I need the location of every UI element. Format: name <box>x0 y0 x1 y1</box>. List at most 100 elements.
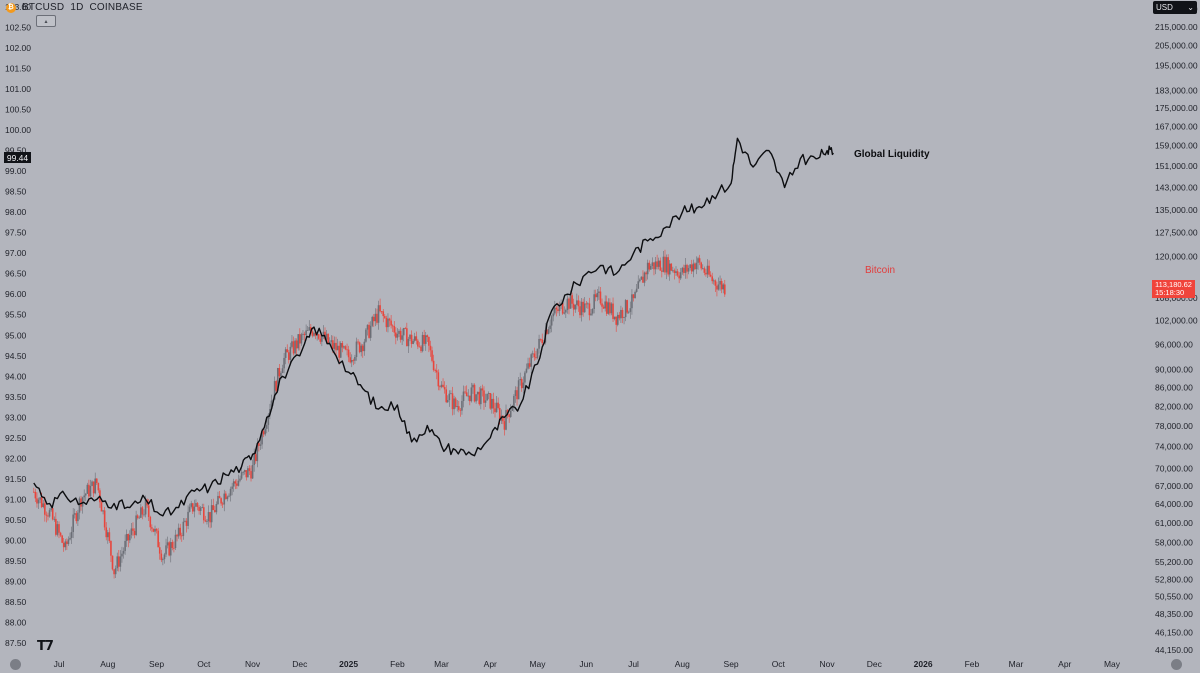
candle-body <box>717 284 720 290</box>
candle-body <box>426 335 429 337</box>
right-tick-label: 175,000.00 <box>1155 103 1198 113</box>
candle-body <box>64 541 67 548</box>
candle-body <box>690 264 693 272</box>
candle-body <box>424 335 427 344</box>
right-tick-label: 195,000.00 <box>1155 60 1198 70</box>
candle-body <box>429 345 432 351</box>
price-badge-price: 113,180.62 <box>1155 279 1192 289</box>
candle-body <box>607 302 610 314</box>
right-tick-label: 58,000.00 <box>1155 538 1193 548</box>
candle-body <box>369 325 372 338</box>
candle-body <box>442 384 444 388</box>
candle-body <box>380 311 383 313</box>
candle-body <box>247 468 249 478</box>
currency-selector[interactable]: USD ⌄ <box>1153 1 1197 14</box>
candle-body <box>692 263 695 272</box>
right-tick-label: 143,000.00 <box>1155 182 1198 192</box>
time-tick-label: Feb <box>965 659 980 669</box>
candle-body <box>582 301 584 313</box>
candle-body <box>439 386 441 388</box>
settings-dot-left[interactable] <box>10 659 21 670</box>
right-tick-label: 96,000.00 <box>1155 339 1193 349</box>
candle-body <box>132 528 134 531</box>
time-tick-label: Jul <box>628 659 639 669</box>
candle-body <box>457 406 460 410</box>
candle-body <box>114 568 117 575</box>
candle-body <box>470 387 473 402</box>
candle-body <box>396 333 399 338</box>
right-tick-label: 205,000.00 <box>1155 41 1198 51</box>
time-tick-label: Aug <box>100 659 115 669</box>
candle-body <box>173 547 175 549</box>
candle-body <box>585 303 588 305</box>
candle-body <box>413 336 416 341</box>
candle-body <box>418 346 421 348</box>
candle-body <box>531 353 534 355</box>
exchange-label: COINBASE <box>89 2 143 13</box>
candle-body <box>374 313 377 322</box>
candle-body <box>550 316 553 326</box>
candle-body <box>143 514 145 516</box>
time-tick-label: 2025 <box>339 659 358 669</box>
candle-body <box>546 329 548 334</box>
candle-body <box>651 262 654 266</box>
candle-body <box>587 303 589 305</box>
candle-body <box>56 524 59 535</box>
candle-body <box>535 357 537 359</box>
left-tick-label: 96.50 <box>5 269 27 279</box>
right-tick-label: 127,500.00 <box>1155 228 1198 238</box>
candle-body <box>289 346 292 360</box>
candle-body <box>110 540 112 556</box>
candle-body <box>53 518 56 520</box>
candle-body <box>410 334 413 344</box>
candle-body <box>209 512 211 523</box>
candle-body <box>223 493 226 505</box>
candle-body <box>300 334 303 344</box>
candle-body <box>659 260 662 271</box>
candle-body <box>158 547 161 554</box>
candle-body <box>569 295 572 309</box>
candle-body <box>328 341 331 343</box>
time-tick-label: Apr <box>484 659 497 669</box>
candle-body <box>313 332 315 336</box>
candle-body <box>343 346 345 348</box>
candle-body <box>667 257 669 275</box>
candle-body <box>401 335 403 340</box>
settings-dot-right[interactable] <box>1171 659 1182 670</box>
right-axis: 225,000.00215,000.00205,000.00195,000.00… <box>1155 4 1198 655</box>
symbol-header[interactable]: ₿ BTCUSD 1D COINBASE <box>6 2 143 13</box>
collapse-legend-button[interactable]: ▴ <box>36 15 56 27</box>
candle-body <box>541 339 544 344</box>
candle-body <box>45 514 48 516</box>
candle-body <box>631 294 633 309</box>
candle-body <box>283 357 285 369</box>
candle-body <box>203 507 205 521</box>
candle-body <box>459 409 462 411</box>
candle-body <box>639 279 641 282</box>
candle-body <box>522 382 525 389</box>
right-tick-label: 215,000.00 <box>1155 22 1198 32</box>
candle-body <box>297 334 300 349</box>
candle-body <box>258 443 260 446</box>
candle-body <box>431 350 433 361</box>
candle-body <box>245 470 248 478</box>
candle-body <box>598 291 600 293</box>
symbol-label: BTCUSD <box>22 2 65 13</box>
tradingview-logo[interactable]: T7 <box>37 639 54 654</box>
candle-body <box>676 271 679 276</box>
candle-body <box>407 338 410 347</box>
interval-label[interactable]: 1D <box>70 2 84 13</box>
time-tick-label: Dec <box>867 659 883 669</box>
candle-body <box>303 333 306 336</box>
candle-body <box>100 502 103 512</box>
candle-body <box>198 506 200 511</box>
time-tick-label: Jun <box>579 659 593 669</box>
candle-body <box>621 309 624 318</box>
candle-body <box>151 527 153 529</box>
candle-body <box>700 262 702 269</box>
candle-body <box>288 352 290 360</box>
candle-body <box>95 478 98 484</box>
price-badge-countdown: 15:18:30 <box>1155 288 1185 297</box>
candle-body <box>280 372 282 377</box>
